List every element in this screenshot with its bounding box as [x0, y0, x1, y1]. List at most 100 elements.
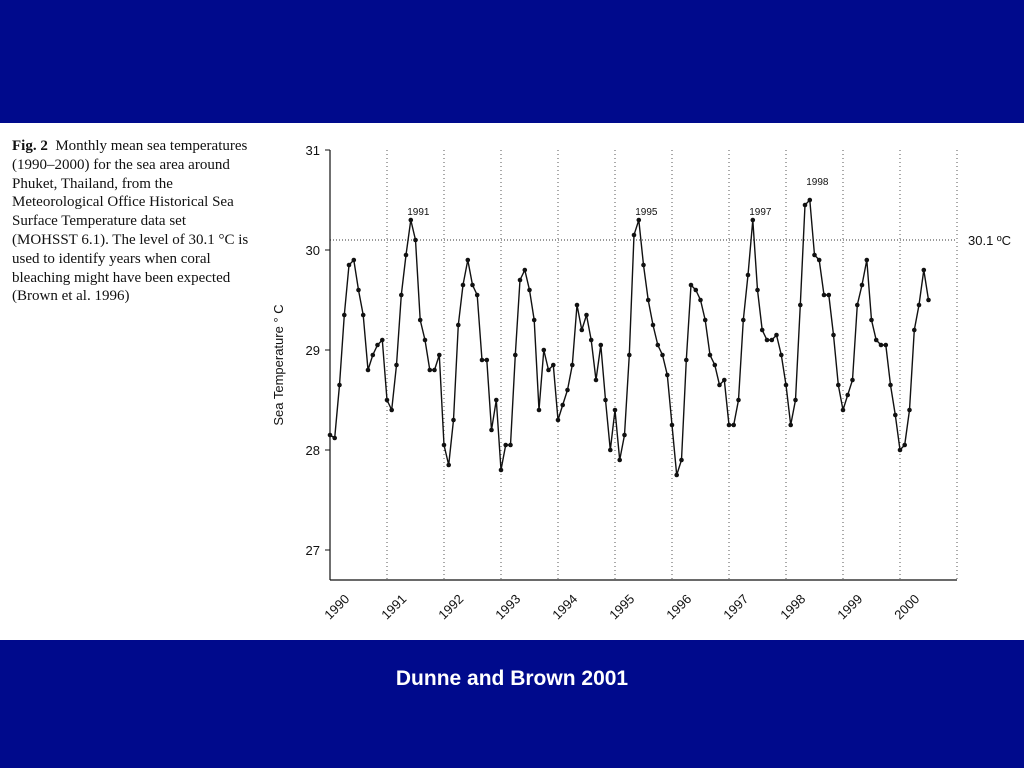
data-point — [394, 362, 399, 368]
data-point — [669, 422, 675, 428]
data-point — [641, 262, 646, 268]
data-point — [859, 282, 865, 288]
peak-annotation: 1998 — [806, 177, 829, 188]
data-point — [555, 417, 561, 423]
data-point — [764, 337, 770, 343]
data-point — [417, 317, 423, 323]
data-point — [598, 342, 604, 348]
data-point — [864, 257, 870, 263]
peak-annotation: 1997 — [749, 207, 772, 218]
data-point — [878, 342, 884, 348]
x-tick-label: 1991 — [378, 591, 409, 622]
data-point — [712, 362, 718, 368]
data-point — [655, 342, 661, 348]
data-point — [579, 327, 585, 333]
data-point — [869, 317, 874, 323]
data-point — [873, 337, 879, 343]
data-point — [660, 352, 665, 358]
data-point — [807, 197, 813, 203]
data-point — [384, 397, 390, 403]
series-points — [327, 197, 931, 478]
data-point — [342, 312, 347, 318]
x-tick-label: 1999 — [834, 591, 865, 622]
data-point — [432, 367, 437, 373]
data-point — [474, 292, 480, 298]
data-point — [679, 457, 684, 463]
peak-annotation: 1991 — [407, 207, 430, 218]
data-point — [645, 297, 651, 303]
x-tick-label: 1994 — [549, 591, 580, 622]
data-point — [731, 422, 736, 428]
y-axis-label: Sea Temperature ° C — [271, 304, 286, 425]
data-point — [584, 312, 589, 318]
y-tick-label: 30 — [306, 243, 320, 258]
data-point — [674, 472, 679, 478]
data-point — [531, 317, 537, 323]
data-point — [688, 282, 694, 288]
peak-annotation: 1995 — [635, 207, 658, 218]
data-point — [494, 397, 499, 403]
data-point — [365, 367, 371, 373]
caption-label: Fig. 2 — [12, 138, 48, 154]
data-point — [460, 282, 466, 288]
x-tick-label: 1990 — [321, 591, 352, 622]
data-point — [741, 317, 746, 323]
data-point — [916, 302, 922, 308]
x-tick-label: 1992 — [435, 591, 466, 622]
y-tick-label: 27 — [306, 543, 320, 558]
data-point — [617, 457, 622, 463]
data-point — [855, 302, 860, 308]
data-point — [437, 352, 442, 358]
data-point — [921, 267, 927, 273]
data-point — [736, 397, 741, 403]
data-point — [836, 382, 841, 388]
data-point — [351, 257, 357, 263]
data-point — [759, 327, 765, 333]
data-point — [517, 277, 523, 283]
data-point — [356, 287, 361, 293]
data-point — [498, 467, 504, 473]
data-point — [470, 282, 475, 288]
data-point — [588, 337, 594, 343]
annotations: 1991 1995 1997 1998 — [407, 177, 829, 218]
data-point — [698, 297, 703, 303]
caption-text: Monthly mean sea temperatures (1990–2000… — [12, 138, 249, 305]
y-tick-label: 28 — [306, 443, 320, 458]
data-point — [603, 397, 608, 403]
data-point — [783, 382, 789, 388]
data-point — [926, 297, 931, 303]
data-point — [551, 362, 556, 368]
x-tick-label: 1993 — [492, 591, 523, 622]
data-point — [902, 442, 907, 448]
data-point — [831, 332, 836, 338]
data-point — [370, 352, 376, 358]
data-point — [812, 252, 817, 258]
data-point — [541, 347, 547, 353]
data-point — [821, 292, 827, 298]
data-point — [484, 357, 490, 363]
data-point — [779, 352, 784, 358]
data-point — [389, 407, 395, 413]
data-point — [631, 232, 637, 238]
data-point — [612, 407, 618, 413]
data-point — [503, 442, 509, 448]
data-point — [750, 217, 756, 223]
data-point — [769, 337, 775, 343]
data-point — [403, 252, 409, 258]
data-point — [479, 357, 485, 363]
data-point — [399, 292, 404, 298]
figure-panel: Fig. 2 Monthly mean sea temperatures (19… — [0, 123, 1024, 640]
data-point — [793, 397, 798, 403]
data-point — [465, 257, 471, 263]
data-point — [702, 317, 708, 323]
data-point — [707, 352, 713, 358]
data-point — [593, 377, 599, 383]
data-point — [522, 267, 528, 273]
data-point — [802, 202, 808, 208]
data-point — [717, 382, 722, 388]
x-tick-label: 1995 — [606, 591, 637, 622]
data-point — [912, 327, 917, 333]
x-tick-label: 1998 — [777, 591, 808, 622]
data-point — [726, 422, 732, 428]
data-point — [622, 432, 627, 438]
